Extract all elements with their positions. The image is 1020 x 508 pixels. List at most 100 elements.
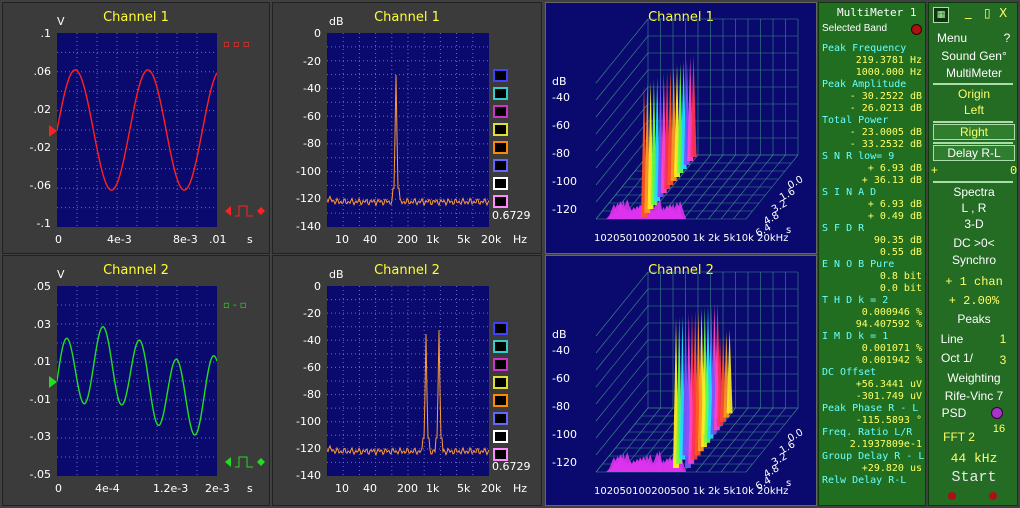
trace-color-swatch[interactable] [493, 376, 508, 389]
start-button[interactable]: Start [951, 469, 997, 486]
trigger-pulse-icon[interactable] [223, 203, 265, 217]
maximize-button[interactable]: ▯ [984, 6, 991, 20]
trace-color-swatch[interactable] [493, 177, 508, 190]
ch2-spectrum-graph [326, 286, 490, 476]
metric-value: + 6.93 dB [867, 199, 922, 210]
psd-toggle[interactable]: PSD [941, 406, 967, 420]
control-item-peaks[interactable]: Peaks [957, 312, 991, 326]
x-unit: s [247, 482, 253, 495]
y-tick-label: 0 [314, 27, 321, 40]
left-marker-icon[interactable] [49, 376, 57, 388]
trace-color-swatch[interactable] [493, 87, 508, 100]
trace-color-swatch[interactable] [493, 448, 508, 461]
metric-value: 1000.000 Hz [855, 67, 922, 78]
control-item-sound-gen[interactable]: Sound Gen° [941, 49, 1007, 63]
psd-led-icon[interactable] [991, 407, 1003, 419]
help-button[interactable]: ? [1003, 31, 1011, 45]
z-tick-label: -120 [552, 203, 577, 216]
ch2-wave-plot[interactable] [56, 286, 218, 476]
control-item-dc-0[interactable]: DC >0< [953, 236, 995, 250]
control-item-left[interactable]: Left [963, 103, 984, 117]
trace-color-swatch[interactable] [493, 430, 508, 443]
y-tick-label: -.1 [36, 217, 51, 231]
x-tick-label: 20k [481, 482, 502, 495]
percent-control[interactable]: + 2.00% [948, 294, 1000, 308]
trace-color-swatch[interactable] [493, 322, 508, 335]
sample-rate-control[interactable]: 44 kHz [950, 451, 998, 466]
multimeter-title: MultiMeter 1 [837, 6, 917, 19]
ch1-waveform-graph [56, 33, 218, 227]
trace-color-swatch[interactable] [493, 69, 508, 82]
close-button[interactable]: X [999, 6, 1008, 20]
ch2-3d-panel[interactable]: Channel 2 dB -40 -60 -80 -100 -120 10205010020… [545, 255, 817, 506]
trigger-marker-icon[interactable]: ▫ - ▫ [223, 300, 247, 311]
control-item-l-r[interactable]: L , R [961, 201, 987, 215]
minimize-button[interactable]: _ [965, 5, 972, 20]
multimeter-panel: MultiMeter 1 Selected Band Peak Frequenc… [818, 2, 926, 506]
metric-label: Group Delay R - L [822, 451, 925, 462]
delay-value[interactable]: + 0 [930, 164, 1018, 178]
metric-value: 0.000946 % [861, 307, 922, 318]
y-tick-label: .1 [40, 27, 52, 40]
control-item-weighting[interactable]: Weighting [947, 371, 1001, 385]
ch2-3d-spectrogram: dB -40 -60 -80 -100 -120 102050100200500 1k 2k… [552, 271, 805, 497]
y-tick-label: -120 [296, 192, 321, 206]
trace-color-swatch[interactable] [493, 141, 508, 154]
trace-color-swatch[interactable] [493, 340, 508, 353]
metric-value: - 23.0005 dB [849, 127, 922, 138]
trace-color-swatch[interactable] [493, 105, 508, 118]
y-unit: V [57, 15, 65, 28]
selected-band-led-icon[interactable] [911, 24, 922, 35]
metric-label: S N R low= 9 [822, 151, 895, 162]
panel-title: Channel 2 [103, 263, 169, 278]
octave-label[interactable]: Oct 1/ [940, 351, 973, 365]
metric-label: S I N A D [822, 187, 877, 198]
trace-color-swatch[interactable] [493, 412, 508, 425]
metric-value: +29.820 us [861, 463, 922, 474]
trace-color-swatch[interactable] [493, 195, 508, 208]
metric-label: E N O B Pure [822, 259, 895, 270]
y-tick-label: -20 [303, 307, 321, 320]
trace-color-swatch[interactable] [493, 394, 508, 407]
y-tick-label: .02 [33, 103, 52, 117]
left-marker-icon[interactable] [49, 125, 57, 137]
metric-value: - 30.2522 dB [849, 91, 922, 102]
ch1-wave-plot[interactable] [56, 33, 218, 227]
y-tick-label: .06 [33, 65, 52, 79]
y-tick-label: -80 [303, 388, 321, 401]
control-item-synchro[interactable]: Synchro [951, 253, 997, 267]
trace-color-swatch[interactable] [493, 123, 508, 136]
metric-value: -301.749 uV [855, 391, 922, 402]
control-item-right[interactable]: Right [933, 124, 1015, 140]
z-tick-label: -80 [552, 147, 570, 160]
control-item-delay-r-l[interactable]: Delay R-L [933, 145, 1015, 161]
x-tick-label: 102050100200500 1k 2k 5k10k 20kHz [594, 486, 788, 497]
x-tick-label: 0 [55, 482, 62, 495]
control-item-rife-vinc-7[interactable]: Rife-Vinc 7 [944, 389, 1004, 403]
ch2-spectrum-plot[interactable] [326, 286, 490, 476]
metric-value: 90.35 dB [873, 235, 922, 246]
trace-color-swatch[interactable] [493, 358, 508, 371]
ch1-spectrum-plot[interactable] [326, 33, 490, 227]
panel-title: Channel 1 [648, 10, 714, 25]
x-tick-label: 10 [335, 482, 349, 495]
ch1-3d-panel[interactable]: Channel 1 dB -40 -60 -80 -100 -120 10205010020… [545, 2, 817, 254]
menu-button[interactable]: Menu [937, 31, 968, 45]
x-tick-label: 2e-3 [205, 482, 230, 495]
control-item-multimeter[interactable]: MultiMeter [945, 66, 1002, 80]
line-value[interactable]: 1 [999, 332, 1007, 346]
trace-color-swatch[interactable] [493, 159, 508, 172]
metric-value: 219.3781 Hz [855, 55, 922, 66]
channel-count-control[interactable]: + 1 chan [945, 275, 1003, 289]
trigger-marker-icon[interactable]: ▫ ▫ ▫ [223, 39, 250, 50]
trigger-pulse-icon[interactable] [223, 454, 265, 468]
control-item-spectra[interactable]: Spectra [953, 185, 995, 199]
fft-size-control[interactable]: FFT 2 [943, 430, 975, 444]
control-item-origin[interactable]: Origin [957, 87, 990, 101]
ch2-waveform-graph [56, 286, 218, 476]
control-item-3-d[interactable]: 3-D [964, 217, 984, 231]
octave-value[interactable]: 3 [999, 353, 1007, 367]
metric-value: 0.001071 % [861, 343, 922, 354]
line-label[interactable]: Line [940, 332, 964, 346]
app-logo-icon[interactable]: ▦ [933, 7, 949, 23]
